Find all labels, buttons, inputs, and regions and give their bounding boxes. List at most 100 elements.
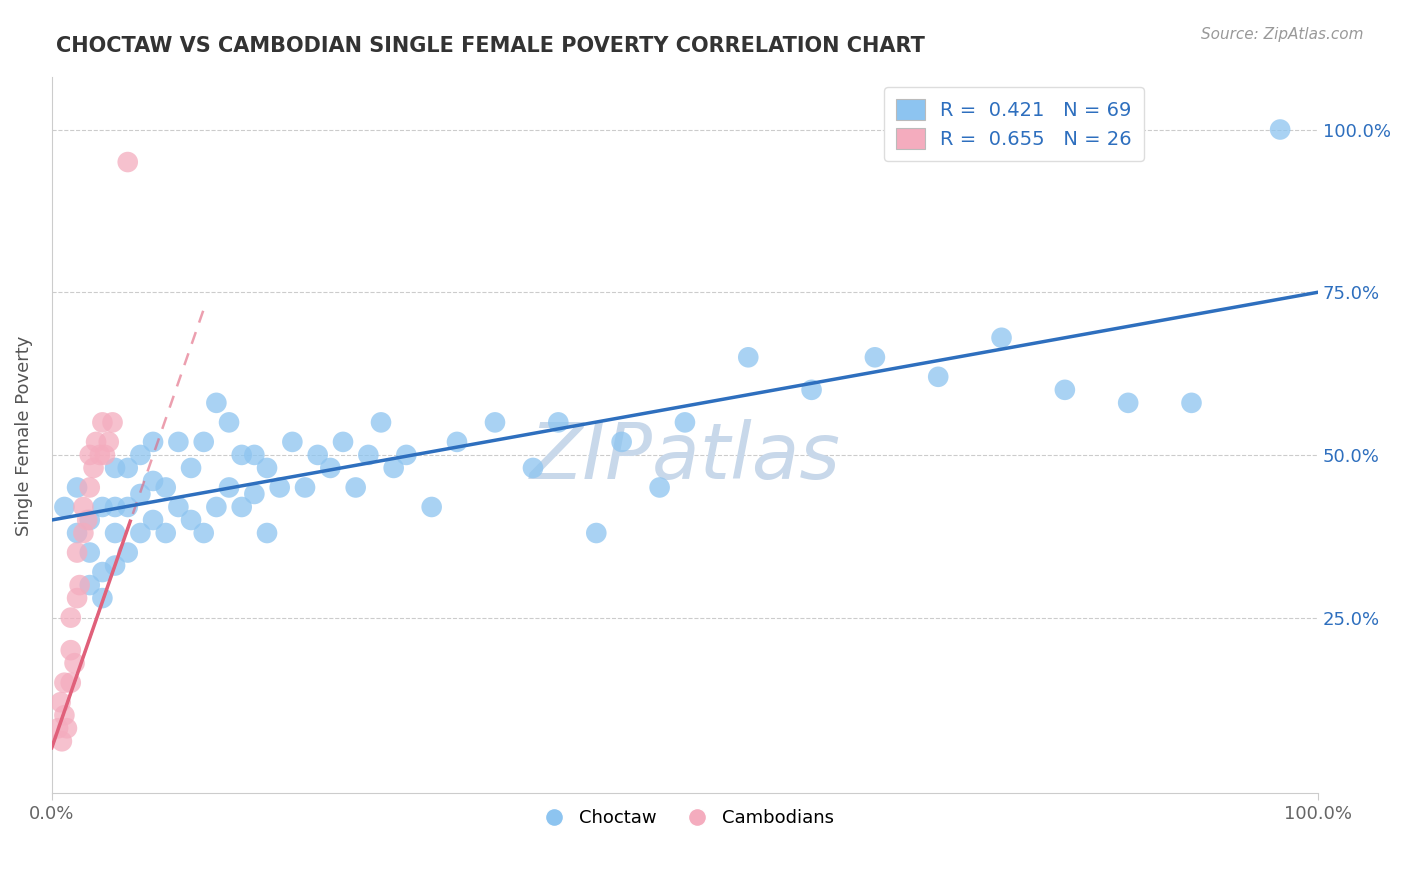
Text: Source: ZipAtlas.com: Source: ZipAtlas.com [1201,27,1364,42]
Point [1268,122,1291,136]
Point [59,610,82,624]
Point [1053,383,1076,397]
Point [53,708,76,723]
Point [256,461,278,475]
Point [69,578,91,592]
Point [357,448,380,462]
Point [117,461,139,475]
Point [104,500,127,514]
Point [231,448,253,462]
Y-axis label: Single Female Poverty: Single Female Poverty [15,335,32,535]
Point [91,591,114,606]
Point [155,526,177,541]
Point [205,396,228,410]
Point [53,675,76,690]
Point [104,526,127,541]
Point [72,500,94,514]
Point [800,383,823,397]
Point [585,526,607,541]
Point [205,500,228,514]
Point [218,416,240,430]
Point [51,734,73,748]
Point [83,461,105,475]
Point [231,500,253,514]
Point [104,558,127,573]
Point [104,461,127,475]
Point [673,416,696,430]
Point [59,643,82,657]
Point [180,461,202,475]
Point [193,434,215,449]
Point [155,480,177,494]
Point [610,434,633,449]
Point [243,487,266,501]
Point [142,513,165,527]
Text: ZIPatlas: ZIPatlas [530,419,841,495]
Point [66,480,89,494]
Point [89,448,111,462]
Point [76,513,98,527]
Point [927,369,949,384]
Point [117,500,139,514]
Point [281,434,304,449]
Point [79,448,101,462]
Point [1180,396,1202,410]
Point [243,448,266,462]
Point [129,526,152,541]
Point [79,545,101,559]
Point [66,591,89,606]
Point [117,155,139,169]
Point [382,461,405,475]
Point [46,721,69,735]
Point [66,545,89,559]
Point [84,434,107,449]
Point [129,487,152,501]
Point [484,416,506,430]
Point [193,526,215,541]
Point [547,416,569,430]
Point [294,480,316,494]
Point [167,500,190,514]
Point [863,351,886,365]
Point [344,480,367,494]
Point [63,656,86,670]
Point [180,513,202,527]
Point [307,448,329,462]
Point [446,434,468,449]
Point [319,461,342,475]
Point [56,721,79,735]
Point [142,434,165,449]
Point [66,526,89,541]
Point [522,461,544,475]
Point [648,480,671,494]
Point [370,416,392,430]
Point [420,500,443,514]
Point [97,434,120,449]
Point [53,500,76,514]
Point [79,513,101,527]
Point [91,500,114,514]
Point [395,448,418,462]
Point [218,480,240,494]
Point [91,416,114,430]
Point [59,675,82,690]
Point [269,480,291,494]
Text: CHOCTAW VS CAMBODIAN SINGLE FEMALE POVERTY CORRELATION CHART: CHOCTAW VS CAMBODIAN SINGLE FEMALE POVER… [56,36,925,55]
Point [91,565,114,579]
Point [79,578,101,592]
Point [72,526,94,541]
Point [129,448,152,462]
Point [94,448,117,462]
Point [79,480,101,494]
Point [117,545,139,559]
Point [101,416,124,430]
Point [332,434,354,449]
Point [737,351,759,365]
Point [142,474,165,488]
Point [256,526,278,541]
Point [167,434,190,449]
Legend: Choctaw, Cambodians: Choctaw, Cambodians [529,802,841,834]
Point [1116,396,1139,410]
Point [49,695,72,709]
Point [990,331,1012,345]
